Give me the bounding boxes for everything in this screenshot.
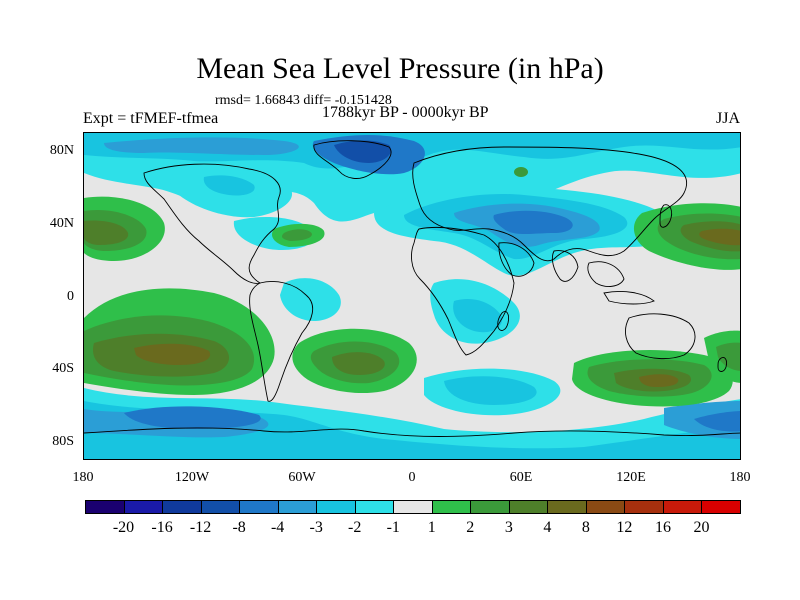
colorbar-label: 2 bbox=[466, 519, 475, 536]
lon-label-60e: 60E bbox=[509, 470, 533, 485]
colorbar-swatch bbox=[239, 500, 279, 514]
colorbar-label: -3 bbox=[309, 519, 323, 536]
period-label: 1788kyr BP - 0000kyr BP bbox=[322, 104, 489, 121]
colorbar-swatch bbox=[431, 500, 472, 514]
colorbar-label: -20 bbox=[112, 519, 135, 536]
colorbar-swatch bbox=[277, 500, 318, 514]
lat-label-eq: 0 bbox=[67, 289, 74, 304]
map-title: Mean Sea Level Pressure (in hPa) bbox=[196, 52, 604, 85]
map-plot bbox=[83, 132, 741, 460]
colorbar-swatch bbox=[547, 500, 587, 514]
lat-label-80n: 80N bbox=[49, 143, 74, 158]
colorbar-label: -2 bbox=[348, 519, 362, 536]
colorbar bbox=[85, 500, 741, 516]
colorbar-swatch bbox=[701, 500, 741, 514]
colorbar-swatch bbox=[508, 500, 549, 514]
colorbar-swatch bbox=[662, 500, 703, 514]
rmsd-diff-stats: rmsd= 1.66843 diff= -0.151428 bbox=[215, 93, 392, 108]
coastlines bbox=[84, 140, 740, 437]
lon-label-0: 0 bbox=[408, 470, 416, 485]
pressure-anomaly-map bbox=[84, 133, 740, 459]
colorbar-swatch bbox=[624, 500, 664, 514]
colorbar-label: 12 bbox=[616, 519, 633, 536]
lon-label-60w: 60W bbox=[288, 470, 316, 485]
lon-label-180w: 180 bbox=[72, 470, 94, 485]
colorbar-label: -1 bbox=[386, 519, 400, 536]
colorbar-label: 16 bbox=[654, 519, 671, 536]
colorbar-swatch bbox=[162, 500, 202, 514]
colorbar-label: -8 bbox=[232, 519, 246, 536]
colorbar-label: 20 bbox=[693, 519, 710, 536]
lat-label-80s: 80S bbox=[52, 434, 74, 449]
colorbar-swatch bbox=[200, 500, 241, 514]
colorbar-swatch bbox=[585, 500, 626, 514]
season-label: JJA bbox=[716, 110, 741, 127]
lat-label-40n: 40N bbox=[49, 216, 74, 231]
colorbar-swatch bbox=[316, 500, 356, 514]
colorbar-label: 8 bbox=[581, 519, 590, 536]
experiment-label: Expt = tFMEF-tfmea bbox=[83, 110, 219, 127]
lat-label-40s: 40S bbox=[52, 361, 74, 376]
colorbar-label: 3 bbox=[504, 519, 513, 536]
colorbar-swatch bbox=[393, 500, 433, 514]
colorbar-swatch bbox=[470, 500, 510, 514]
colorbar-swatch bbox=[354, 500, 395, 514]
colorbar-label: -16 bbox=[151, 519, 173, 536]
colorbar-label: 1 bbox=[427, 519, 436, 536]
lon-label-120w: 120W bbox=[174, 470, 210, 485]
colorbar-label: -12 bbox=[189, 519, 212, 536]
colorbar-label: -4 bbox=[270, 519, 285, 536]
lon-label-180e: 180 bbox=[729, 470, 751, 485]
colorbar-swatch bbox=[85, 500, 125, 514]
colorbar-swatch bbox=[123, 500, 164, 514]
lon-label-120e: 120E bbox=[616, 470, 646, 485]
colorbar-label: 4 bbox=[543, 519, 552, 536]
